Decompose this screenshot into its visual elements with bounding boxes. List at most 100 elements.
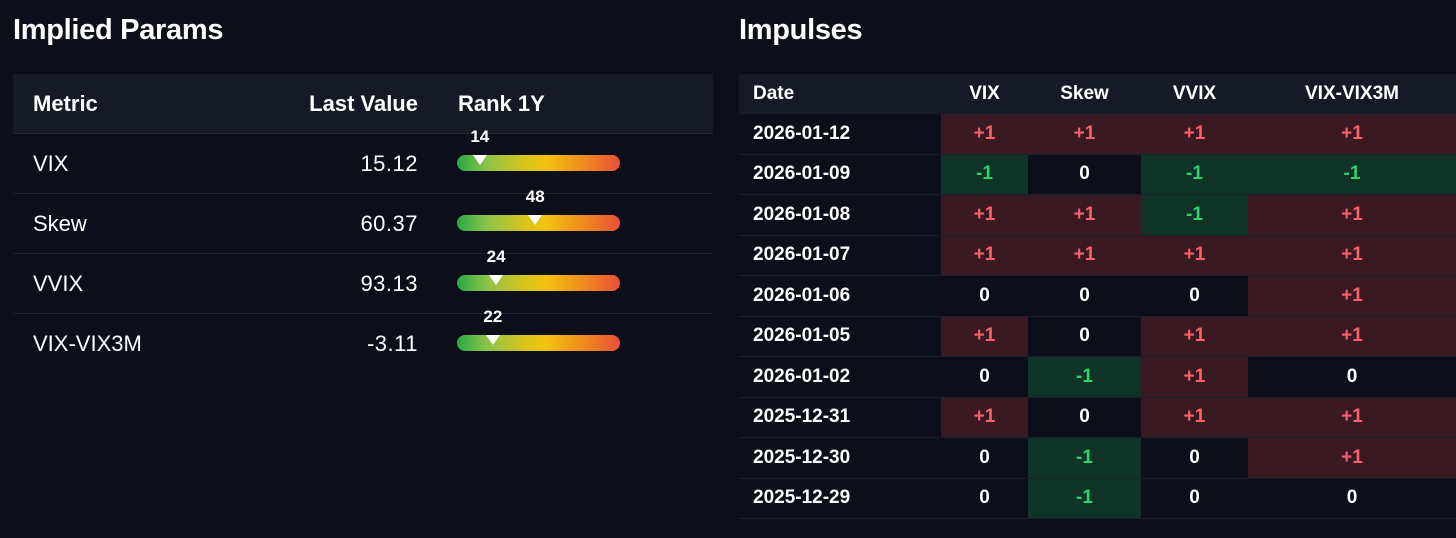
header-vvix: VVIX [1172, 83, 1217, 104]
impulse-cell: +1 [1248, 195, 1456, 235]
impulse-cell: +1 [1141, 235, 1248, 275]
last-value-vvix: 93.13 [360, 271, 418, 296]
table-row: 2025-12-29 0 -1 0 0 [739, 478, 1456, 519]
impulse-cell: +1 [941, 114, 1028, 154]
impulse-cell: +1 [1248, 316, 1456, 356]
table-row: 2026-01-06 0 0 0 +1 [739, 276, 1456, 317]
table-header: Metric Last Value Rank 1Y [13, 74, 713, 134]
impulse-cell: 0 [1079, 325, 1090, 347]
rank-label: 22 [483, 307, 503, 326]
impulse-cell: -1 [941, 154, 1028, 194]
impulse-cell: 0 [1189, 284, 1200, 306]
impulse-cell: +1 [1248, 114, 1456, 154]
impulse-cell: +1 [941, 195, 1028, 235]
date-cell: 2026-01-09 [753, 163, 851, 185]
table-row: 2025-12-30 0 -1 0 +1 [739, 438, 1456, 479]
table-row: VIX-VIX3M -3.11 22 [13, 307, 713, 374]
impulse-cell: -1 [1141, 195, 1248, 235]
table-row: 2026-01-07 +1 +1 +1 +1 [739, 235, 1456, 276]
last-value-vix-vix3m: -3.11 [366, 331, 418, 356]
header-rank-1y: Rank 1Y [458, 91, 545, 116]
impulse-cell: 0 [1079, 284, 1090, 306]
impulses-panel: Impulses Date VIX Skew VVIX VIX-VIX3M 2026-0… [726, 0, 1456, 538]
impulse-cell: 0 [979, 487, 990, 509]
impulse-cell: -1 [1028, 357, 1141, 397]
impulse-cell: +1 [1141, 316, 1248, 356]
impulse-cell: 0 [979, 446, 990, 468]
rank-bar-vix-vix3m: 22 [457, 307, 620, 351]
table-row: VVIX 93.13 24 [13, 247, 713, 314]
metric-name-skew: Skew [33, 211, 87, 236]
impulse-cell: 0 [1346, 487, 1358, 509]
date-cell: 2026-01-12 [753, 122, 851, 144]
last-value-vix: 15.12 [360, 151, 418, 176]
impulse-cell: 0 [1189, 446, 1200, 468]
impulse-cell: -1 [1248, 154, 1456, 194]
date-cell: 2026-01-06 [753, 284, 851, 306]
implied-params-body: VIX 15.12 14 Skew 60.37 48 VVIX 93.13 24 VIX-VIX3… [13, 127, 713, 374]
impulse-cell: +1 [1248, 397, 1456, 437]
impulse-cell: +1 [1028, 195, 1141, 235]
table-row: 2026-01-02 0 -1 +1 0 [739, 357, 1456, 398]
header-metric: Metric [33, 91, 98, 116]
last-value-skew: 60.37 [360, 211, 418, 236]
impulses-title: Impulses [739, 14, 863, 46]
table-row: Skew 60.37 48 [13, 187, 713, 254]
impulse-cell: 0 [1079, 406, 1090, 428]
implied-params-title: Implied Params [13, 14, 224, 46]
table-row: 2026-01-08 +1 +1 -1 +1 [739, 195, 1456, 236]
rank-bar-skew: 48 [457, 187, 620, 231]
header-last-value: Last Value [309, 91, 418, 116]
metric-name-vix-vix3m: VIX-VIX3M [33, 331, 142, 356]
impulse-cell: +1 [1141, 114, 1248, 154]
date-cell: 2025-12-29 [753, 487, 851, 509]
impulse-cell: +1 [1028, 114, 1141, 154]
date-cell: 2026-01-02 [753, 365, 851, 387]
impulse-cell: +1 [941, 397, 1028, 437]
date-cell: 2026-01-07 [753, 244, 851, 266]
rank-label: 48 [525, 187, 545, 206]
impulse-cell: +1 [1028, 235, 1141, 275]
date-cell: 2025-12-30 [753, 446, 851, 468]
impulse-cell: -1 [1028, 438, 1141, 478]
table-row: 2026-01-05 +1 0 +1 +1 [739, 316, 1456, 357]
rank-marker [485, 335, 500, 345]
implied-params-panel: Implied Params Metric Last Value Rank 1Y… [0, 0, 726, 538]
date-cell: 2025-12-31 [753, 406, 851, 428]
header-skew: Skew [1060, 83, 1109, 104]
metric-name-vix: VIX [33, 151, 69, 176]
table-header: Date VIX Skew VVIX VIX-VIX3M [739, 74, 1456, 114]
impulse-cell: -1 [1141, 154, 1248, 194]
rank-marker [489, 275, 504, 285]
rank-marker [528, 215, 543, 225]
impulse-cell: +1 [1141, 357, 1248, 397]
impulses-body: 2026-01-12 +1 +1 +1 +1 2026-01-09 -1 0 -1 -1 2026-… [739, 114, 1456, 519]
rank-label: 14 [470, 127, 490, 146]
impulse-cell: +1 [1141, 397, 1248, 437]
rank-bar-vix: 14 [457, 127, 620, 171]
impulse-cell: +1 [1248, 235, 1456, 275]
impulse-cell: 0 [1346, 365, 1358, 387]
impulse-cell: +1 [1248, 438, 1456, 478]
impulse-cell: +1 [1248, 276, 1456, 316]
impulse-cell: 0 [979, 365, 990, 387]
impulse-cell: 0 [1189, 487, 1200, 509]
table-row: VIX 15.12 14 [13, 127, 713, 194]
impulse-cell: +1 [941, 235, 1028, 275]
impulse-cell: 0 [979, 284, 990, 306]
metric-name-vvix: VVIX [33, 271, 84, 296]
rank-label: 24 [486, 247, 506, 266]
impulse-cell: -1 [1028, 478, 1141, 518]
impulse-cell: 0 [1079, 163, 1090, 185]
rank-marker [472, 155, 487, 165]
table-row: 2025-12-31 +1 0 +1 +1 [739, 397, 1456, 438]
header-vix: VIX [969, 83, 1000, 104]
impulse-cell: +1 [941, 316, 1028, 356]
table-row: 2026-01-09 -1 0 -1 -1 [739, 154, 1456, 195]
impulses-table: Date VIX Skew VVIX VIX-VIX3M 2026-01-12 +1 +1 +… [739, 74, 1456, 519]
header-vix-vix3m: VIX-VIX3M [1305, 83, 1399, 104]
rank-bar-vvix: 24 [457, 247, 620, 291]
implied-params-table: Metric Last Value Rank 1Y VIX 15.12 14 Skew… [13, 74, 713, 374]
table-row: 2026-01-12 +1 +1 +1 +1 [739, 114, 1456, 155]
header-date: Date [753, 83, 795, 104]
